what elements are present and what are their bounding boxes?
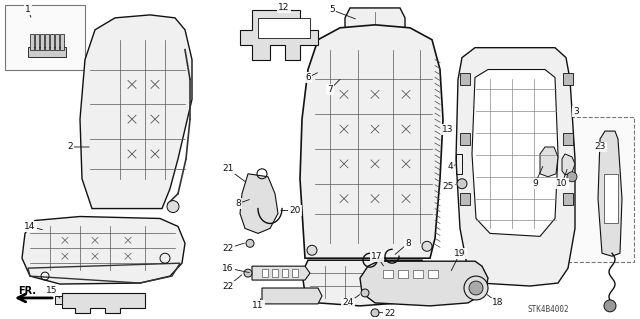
Circle shape bbox=[167, 201, 179, 212]
Polygon shape bbox=[240, 174, 278, 234]
Polygon shape bbox=[300, 25, 443, 258]
Circle shape bbox=[567, 172, 577, 182]
Text: 24: 24 bbox=[342, 298, 354, 308]
Polygon shape bbox=[282, 269, 288, 277]
Polygon shape bbox=[292, 269, 298, 277]
Text: 11: 11 bbox=[252, 301, 264, 310]
Text: 19: 19 bbox=[454, 249, 466, 258]
Polygon shape bbox=[252, 266, 310, 280]
Polygon shape bbox=[35, 34, 39, 50]
Text: STK4B4002: STK4B4002 bbox=[527, 305, 569, 314]
Circle shape bbox=[244, 269, 252, 277]
Polygon shape bbox=[262, 288, 322, 304]
Text: 14: 14 bbox=[24, 222, 36, 231]
Polygon shape bbox=[383, 270, 393, 278]
Circle shape bbox=[464, 276, 488, 300]
Polygon shape bbox=[80, 15, 192, 209]
Polygon shape bbox=[460, 73, 470, 85]
Polygon shape bbox=[563, 133, 573, 145]
Text: 8: 8 bbox=[405, 239, 411, 248]
Polygon shape bbox=[456, 48, 575, 286]
Text: 10: 10 bbox=[556, 179, 568, 188]
Text: 23: 23 bbox=[595, 143, 605, 152]
Polygon shape bbox=[472, 70, 558, 236]
Polygon shape bbox=[563, 193, 573, 204]
Text: 13: 13 bbox=[442, 125, 454, 134]
Polygon shape bbox=[460, 133, 470, 145]
Circle shape bbox=[604, 300, 616, 312]
Text: 12: 12 bbox=[278, 4, 290, 12]
Text: 17: 17 bbox=[371, 252, 383, 261]
Text: 22: 22 bbox=[222, 282, 234, 291]
Text: 21: 21 bbox=[222, 164, 234, 173]
Polygon shape bbox=[562, 154, 575, 175]
Text: 1: 1 bbox=[25, 5, 31, 14]
Polygon shape bbox=[598, 131, 622, 256]
Polygon shape bbox=[398, 270, 408, 278]
Circle shape bbox=[371, 309, 379, 317]
Circle shape bbox=[457, 179, 467, 189]
Polygon shape bbox=[40, 34, 44, 50]
Polygon shape bbox=[28, 47, 66, 56]
Text: 18: 18 bbox=[492, 298, 504, 308]
Polygon shape bbox=[60, 34, 64, 50]
Text: 22: 22 bbox=[222, 244, 234, 253]
Polygon shape bbox=[240, 10, 318, 60]
Polygon shape bbox=[30, 34, 34, 50]
Polygon shape bbox=[530, 117, 634, 262]
Text: 4: 4 bbox=[447, 162, 453, 171]
Text: 2: 2 bbox=[67, 143, 73, 152]
Polygon shape bbox=[460, 193, 470, 204]
Text: 6: 6 bbox=[305, 73, 311, 82]
Polygon shape bbox=[55, 34, 59, 50]
Text: 5: 5 bbox=[329, 5, 335, 14]
Circle shape bbox=[246, 239, 254, 247]
Text: 20: 20 bbox=[289, 206, 301, 215]
Circle shape bbox=[422, 241, 432, 251]
Polygon shape bbox=[360, 261, 488, 306]
Text: 15: 15 bbox=[46, 286, 58, 295]
Polygon shape bbox=[258, 18, 310, 38]
Polygon shape bbox=[55, 296, 62, 304]
Polygon shape bbox=[45, 34, 49, 50]
Text: FR.: FR. bbox=[18, 286, 36, 296]
Circle shape bbox=[307, 245, 317, 255]
Polygon shape bbox=[413, 270, 423, 278]
Circle shape bbox=[469, 281, 483, 295]
Polygon shape bbox=[62, 293, 145, 313]
Polygon shape bbox=[5, 5, 85, 70]
Text: 7: 7 bbox=[327, 85, 333, 94]
Polygon shape bbox=[22, 217, 185, 284]
Text: 22: 22 bbox=[385, 309, 396, 318]
Polygon shape bbox=[563, 73, 573, 85]
Text: 25: 25 bbox=[442, 182, 454, 191]
Text: 16: 16 bbox=[222, 263, 234, 273]
Polygon shape bbox=[302, 260, 425, 306]
Polygon shape bbox=[428, 270, 438, 278]
Polygon shape bbox=[262, 269, 268, 277]
Polygon shape bbox=[345, 8, 405, 60]
Polygon shape bbox=[50, 34, 54, 50]
Polygon shape bbox=[540, 147, 558, 177]
Text: 3: 3 bbox=[573, 107, 579, 116]
Circle shape bbox=[361, 289, 369, 297]
Text: 8: 8 bbox=[235, 199, 241, 208]
Polygon shape bbox=[604, 174, 618, 223]
Text: 9: 9 bbox=[532, 179, 538, 188]
Polygon shape bbox=[272, 269, 278, 277]
